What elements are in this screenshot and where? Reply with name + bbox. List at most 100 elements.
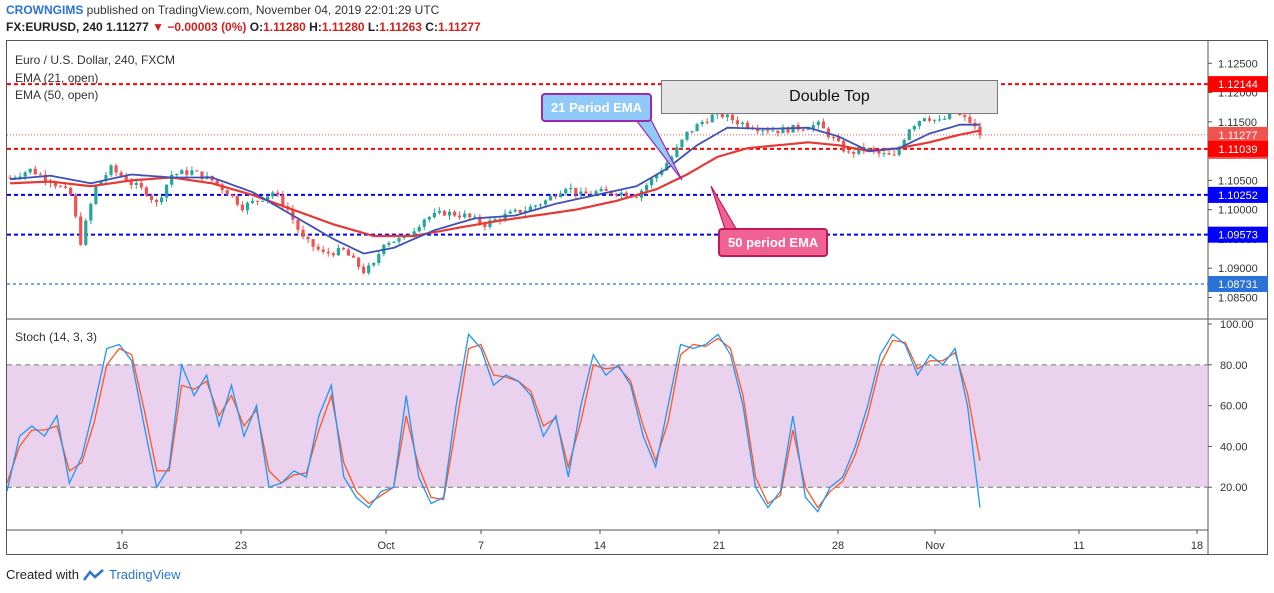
- candle-body: [468, 213, 472, 218]
- candle-body: [700, 121, 704, 125]
- time-tick-label: 16: [116, 540, 128, 552]
- candle-body: [528, 206, 532, 211]
- candle-body: [235, 196, 239, 205]
- ema21-line: [9, 123, 980, 255]
- candle-body: [99, 180, 103, 186]
- candle-body: [543, 200, 548, 205]
- candle-body: [74, 194, 78, 217]
- price-tick-label: 1.11500: [1218, 117, 1257, 129]
- candle-body: [872, 148, 876, 151]
- double-top-label: Double Top: [789, 88, 870, 105]
- candle-body: [250, 200, 255, 203]
- candle-body: [109, 165, 113, 176]
- candle-body: [902, 139, 906, 148]
- price-tick-label: 1.12500: [1218, 58, 1258, 70]
- candle-body: [927, 118, 932, 121]
- time-tick-label: 7: [478, 540, 484, 552]
- candle-body: [882, 153, 886, 155]
- tradingview-logo-icon: [82, 568, 104, 581]
- candle-body: [518, 209, 522, 213]
- candle-body: [271, 192, 275, 197]
- candle-body: [89, 204, 93, 221]
- price-label-bg: [1208, 126, 1268, 143]
- time-tick-label: 28: [832, 540, 844, 552]
- ema21-legend: EMA (21, open): [15, 71, 99, 85]
- candle-body: [94, 185, 98, 205]
- candle-body: [124, 176, 128, 182]
- candle-body: [690, 131, 694, 133]
- candle-body: [190, 170, 194, 175]
- candle-body: [53, 183, 58, 187]
- high-value: 1.11280: [321, 20, 365, 34]
- candle-body: [811, 125, 815, 130]
- candle-body: [847, 151, 851, 153]
- candle-body: [159, 197, 164, 203]
- candle-body: [589, 193, 593, 195]
- candle-body: [932, 119, 937, 121]
- candle-body: [493, 219, 497, 221]
- candle-body: [533, 205, 538, 207]
- candle-body: [397, 237, 401, 242]
- time-tick-label: Nov: [925, 540, 945, 552]
- candle-body: [225, 190, 229, 195]
- stoch-k-line: [6, 332, 981, 513]
- time-tick-label: 11: [1073, 540, 1084, 552]
- double-top-box: Double Top: [661, 80, 998, 114]
- candle-body: [761, 130, 765, 132]
- candle-body: [8, 177, 12, 179]
- candle-body: [245, 202, 250, 211]
- candle-body: [852, 151, 856, 154]
- candle-body: [58, 186, 63, 188]
- candle-body: [281, 195, 285, 207]
- candle-body: [831, 137, 836, 139]
- stoch-tick-label: 80.00: [1220, 360, 1248, 372]
- candle-body: [458, 215, 462, 218]
- ema50-callout: 50 period EMA: [718, 228, 829, 257]
- candle-body: [84, 220, 88, 245]
- price-label-bg: [1208, 275, 1268, 292]
- price-label: 1.11277: [1219, 130, 1258, 142]
- candle-body: [134, 182, 138, 185]
- candle-body: [276, 192, 280, 196]
- candle-body: [417, 226, 421, 232]
- publish-header: CROWNGIMS published on TradingView.com, …: [6, 3, 439, 17]
- candles: [8, 106, 982, 275]
- candle-body: [771, 130, 775, 132]
- candle-body: [569, 187, 573, 190]
- candle-body: [730, 114, 735, 121]
- candle-body: [867, 148, 871, 150]
- candle-body: [564, 189, 568, 194]
- stoch-tick-label: 20.00: [1220, 482, 1248, 494]
- price-label: 1.09573: [1218, 230, 1258, 242]
- candle-body: [746, 122, 750, 128]
- candle-body: [473, 216, 477, 218]
- candle-body: [937, 119, 942, 121]
- candle-body: [897, 147, 901, 155]
- open-label: O:: [249, 20, 264, 34]
- candle-body: [675, 147, 679, 157]
- candle-body: [63, 186, 68, 188]
- candle-body: [801, 129, 805, 131]
- candle-body: [18, 176, 22, 178]
- candle-body: [665, 163, 669, 171]
- stoch-tick-label: 60.00: [1220, 401, 1248, 413]
- candle-body: [483, 223, 487, 227]
- price-label-bg: [1208, 226, 1268, 243]
- candle-body: [559, 193, 563, 198]
- author-name[interactable]: CROWNGIMS: [6, 3, 84, 17]
- ema50-callout-pointer: [710, 185, 740, 233]
- candle-body: [574, 187, 578, 195]
- time-tick-label: 21: [713, 540, 725, 552]
- candle-body: [427, 217, 431, 220]
- candle-body: [917, 120, 921, 127]
- time-tick-label: 18: [1191, 540, 1203, 552]
- candle-body: [442, 210, 447, 216]
- candle-body: [614, 193, 618, 196]
- candle-body: [857, 146, 861, 154]
- open-value: 1.11280: [263, 20, 306, 34]
- tradingview-brand[interactable]: TradingView: [108, 567, 181, 582]
- candle-body: [538, 204, 543, 206]
- candle-body: [311, 239, 315, 247]
- candle-body: [23, 172, 27, 177]
